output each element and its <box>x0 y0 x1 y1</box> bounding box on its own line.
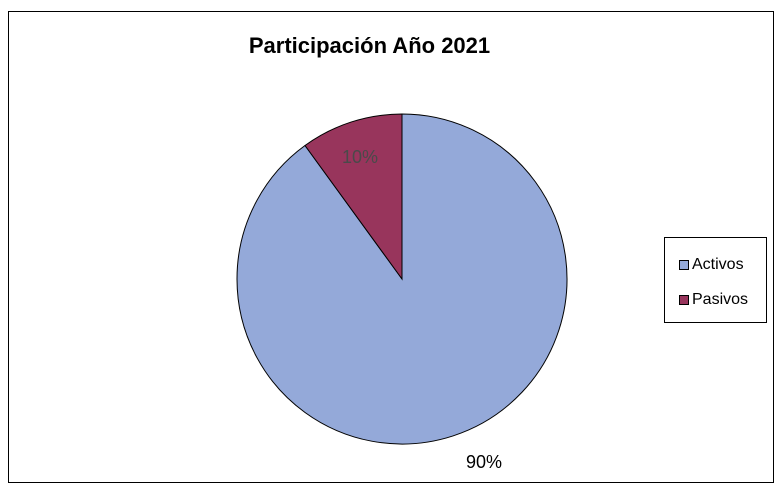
chart-legend: Activos Pasivos <box>664 237 767 323</box>
data-label-pasivos: 10% <box>342 147 378 167</box>
legend-label-activos: Activos <box>692 256 744 273</box>
legend-swatch-pasivos <box>679 295 689 305</box>
data-label-activos: 90% <box>466 452 502 472</box>
pie-slice-pasivos <box>304 113 403 281</box>
legend-item-activos: Activos <box>679 256 744 274</box>
legend-item-pasivos: Pasivos <box>679 291 748 309</box>
legend-swatch-activos <box>679 260 689 270</box>
legend-label-pasivos: Pasivos <box>692 291 749 308</box>
chart-title: Participación Año 2021 <box>248 33 491 58</box>
